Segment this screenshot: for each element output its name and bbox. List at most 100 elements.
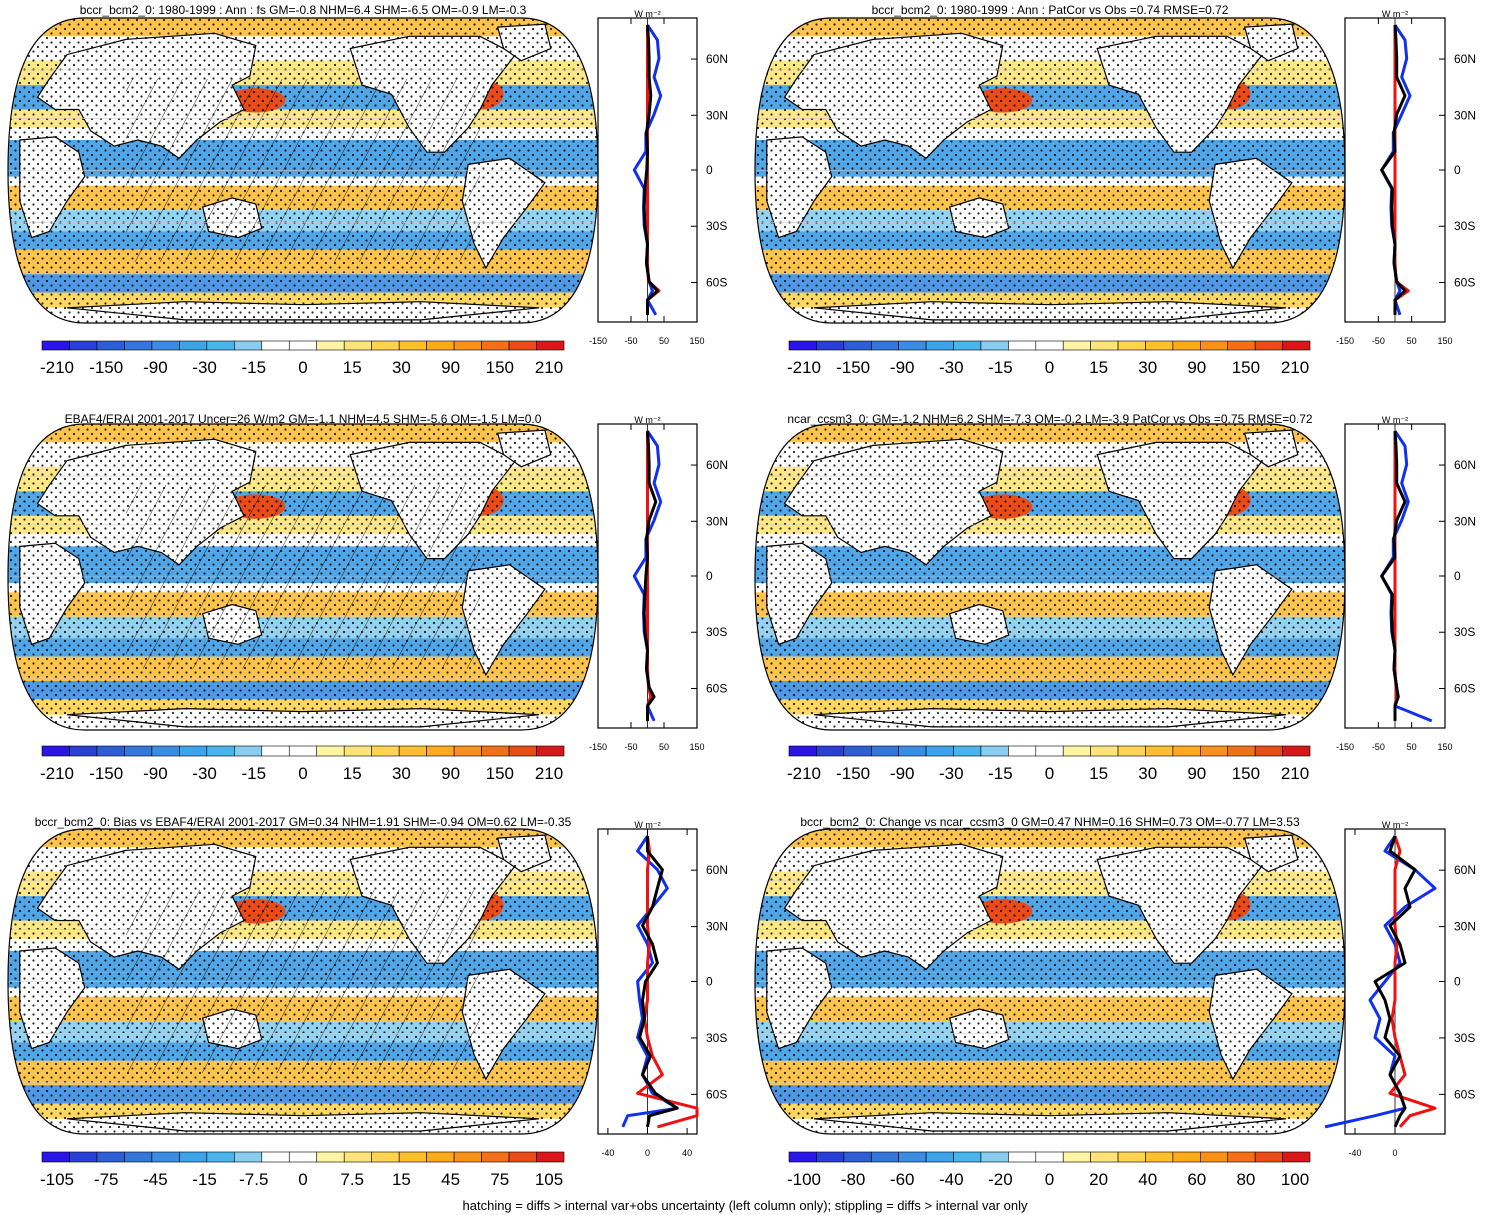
profile-lat-label: 0 [706,569,713,583]
profile-xtick-label: 150 [689,336,704,346]
panel-title: ncar_ccsm3_0: GM=-1.2 NHM=6.2 SHM=-7.3 O… [787,412,1313,426]
profile-xtick-label: -150 [589,742,607,752]
colorbar-box [124,1151,153,1163]
colorbar-box [508,1151,537,1163]
colorbar-box [1117,745,1146,757]
colorbar-box [980,340,1009,351]
colorbar-tick-label: 0 [1045,764,1054,783]
colorbar-tick-label: 75 [490,1170,509,1189]
panel-6: bccr_bcm2_0: Change vs ncar_ccsm3_0 GM=0… [754,815,1476,1189]
colorbar-box [1227,745,1256,757]
colorbar-tick-label: 90 [441,764,460,783]
colorbar-tick-label: 20 [1089,1170,1108,1189]
colorbar-box [870,1151,899,1163]
profile-xtick-label: -40 [1348,1148,1361,1158]
profile-line-blue [1380,430,1433,723]
profile-line-black [642,430,658,721]
profile-xtick-label: 40 [682,1148,692,1158]
colorbar-box [1117,1151,1146,1163]
profile-xtick-label: 150 [689,742,704,752]
profile-lat-label: 0 [1454,163,1461,177]
colorbar-tick-label: 15 [1089,764,1108,783]
colorbar-tick-label: -210 [40,764,74,783]
profile-line-black [1380,24,1407,315]
colorbar-box [398,340,427,351]
colorbar-box [316,1151,345,1163]
map-field [8,424,598,730]
colorbar-box [316,745,345,757]
colorbar-box [288,745,318,757]
colorbar-box [426,745,455,757]
colorbar-box [69,340,98,351]
profile-line-red [636,835,699,1129]
colorbar-box [96,745,125,757]
profile-line-black [1380,430,1407,721]
colorbar-box [816,745,845,757]
colorbar-box [953,340,982,351]
profile-xtick-label: -150 [1336,742,1354,752]
colorbar-tick-label: 210 [1281,358,1309,377]
profile-lat-label: 30S [1454,625,1475,639]
colorbar-tick-label: 210 [1281,764,1309,783]
colorbar-tick-label: 30 [1138,358,1157,377]
profile-lat-label: 30S [706,219,727,233]
profile-lat-label: 60S [706,681,727,695]
profile-lat-label: 60S [1454,1087,1475,1101]
colorbar-box [1254,745,1283,757]
colorbar-box [980,745,1009,757]
colorbar-box [261,340,290,351]
profile-lat-label: 30S [706,625,727,639]
colorbar-box [1062,1151,1091,1163]
colorbar-box [898,745,927,757]
colorbar-tick-label: 80 [1236,1170,1255,1189]
colorbar-box [179,1151,208,1163]
map-border [7,17,599,324]
colorbar-box [816,340,845,351]
colorbar-tick-label: -90 [143,358,168,377]
colorbar-box [1254,340,1283,351]
profile-lat-label: 30N [706,920,728,934]
profile-units: W m⁻² [634,9,660,19]
colorbar-box [953,745,982,757]
profile-units: W m⁻² [634,415,660,425]
colorbar-box [1145,340,1174,351]
profile-lat-label: 60N [1454,863,1476,877]
colorbar-box [1008,1151,1037,1163]
panel-4: ncar_ccsm3_0: GM=-1.2 NHM=6.2 SHM=-7.3 O… [754,412,1476,783]
colorbar-box [816,1151,845,1163]
colorbar-tick-label: 15 [343,764,362,783]
profile-lat-label: 60N [706,52,728,66]
colorbar-tick-label: 150 [486,358,514,377]
panel-3: EBAF4/ERAI 2001-2017 Uncer=26 W/m2 GM=-1… [7,412,728,783]
colorbar-box [453,1151,482,1163]
profile-lat-label: 0 [1454,975,1461,989]
colorbar-box [481,340,510,351]
profile-lat-label: 0 [706,975,713,989]
colorbar-tick-label: 0 [298,358,307,377]
profile-lat-label: 60N [706,863,728,877]
colorbar-box [206,340,235,351]
colorbar-box [234,745,263,757]
profile-xtick-label: -50 [624,336,637,346]
footer-note: hatching = diffs > internal var+obs unce… [463,1198,1028,1213]
colorbar-box [980,1151,1009,1163]
panel-title: bccr_bcm2_0: Bias vs EBAF4/ERAI 2001-201… [35,815,572,829]
colorbar-box [1062,745,1091,757]
profile-line-black [642,24,659,315]
colorbar-tick-label: -150 [836,764,870,783]
colorbar-box [151,340,180,351]
profile-lat-label: 30N [1454,514,1476,528]
colorbar-box [1062,340,1091,351]
colorbar-box [1008,340,1037,351]
colorbar-tick-label: -210 [787,358,821,377]
colorbar-box [371,745,400,757]
map-border [7,828,599,1135]
profile-lat-label: 30N [1454,920,1476,934]
colorbar-tick-label: -90 [890,358,915,377]
map-field [755,424,1345,730]
colorbar-box [898,1151,927,1163]
colorbar-tick-label: -30 [939,764,964,783]
colorbar-box [1145,1151,1174,1163]
colorbar-tick-label: 0 [298,1170,307,1189]
